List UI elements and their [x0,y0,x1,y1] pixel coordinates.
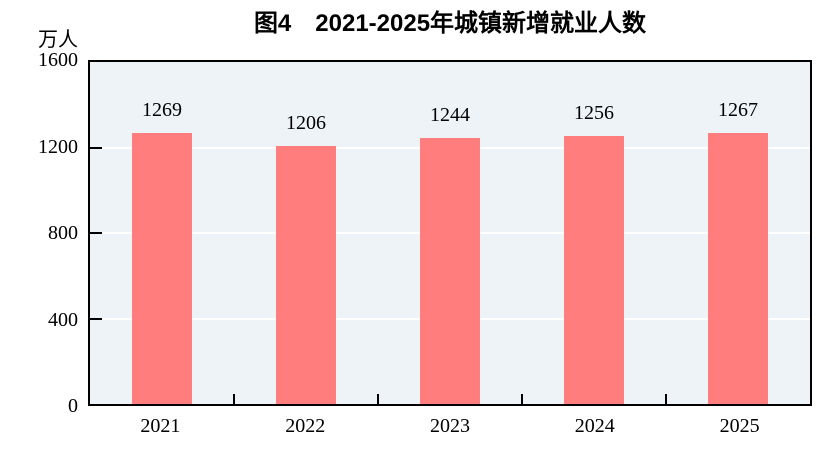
chart-title: 图4 2021-2025年城镇新增就业人数 [253,10,647,37]
bar-value-label-2022: 1206 [286,112,326,135]
y-axis-tick-label-400: 400 [48,308,78,331]
y-tick-mark-1200 [90,146,102,149]
bar-2021 [132,132,192,404]
x-tick-mark-2 [377,394,379,404]
y-tick-mark-400 [90,317,102,320]
y-axis-tick-label-800: 800 [48,222,78,244]
y-axis-tick-label-1600: 1600 [38,49,78,71]
x-axis-label-2022: 2022 [285,415,326,437]
y-axis-tick-label-1200: 1200 [38,135,78,158]
x-tick-mark-3 [521,394,523,404]
bar-value-label-2024: 1256 [574,101,614,124]
bar-value-label-2023: 1244 [430,104,470,127]
x-tick-mark-4 [665,394,667,404]
x-axis-label-2025: 2025 [719,415,760,437]
y-axis-tick-label-0: 0 [68,395,78,417]
bar-2025 [708,133,768,404]
bar-2023 [420,138,480,404]
bar-value-label-2025: 1267 [718,99,758,122]
bar-2022 [276,146,336,404]
bar-value-label-2021: 1269 [142,98,182,121]
x-axis-label-2023: 2023 [430,415,470,437]
y-tick-mark-800 [90,232,102,234]
plot-area: 1269 1206 1244 1256 1267 [88,60,812,406]
y-axis-unit-label: 万人 [38,29,78,51]
bar-2024 [564,135,624,404]
x-axis-label-2024: 2024 [574,415,615,437]
x-axis-label-2021: 2021 [140,415,181,437]
x-tick-mark-1 [233,394,235,404]
